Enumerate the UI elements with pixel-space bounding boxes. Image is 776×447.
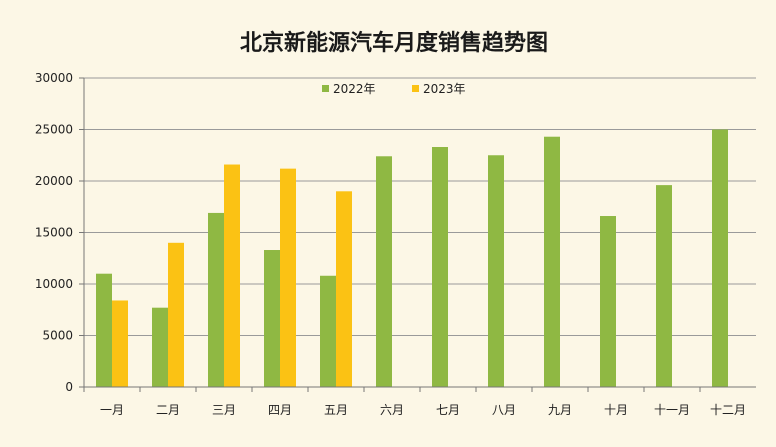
bar-2022年 — [264, 250, 280, 387]
y-tick-label: 10000 — [35, 277, 73, 291]
legend-swatch — [412, 85, 419, 92]
bar-2022年 — [152, 307, 168, 387]
x-tick-label: 八月 — [492, 403, 516, 417]
bar-2022年 — [320, 275, 336, 387]
bar-2022年 — [544, 136, 560, 387]
legend-swatch — [322, 85, 329, 92]
bar-2022年 — [96, 273, 112, 387]
bar-2023年 — [336, 191, 352, 387]
bar-2022年 — [208, 212, 224, 387]
y-tick-label: 15000 — [35, 226, 73, 240]
legend-label: 2022年 — [333, 82, 376, 96]
y-tick-label: 5000 — [42, 329, 73, 343]
gridlines — [84, 77, 756, 336]
chart-title: 北京新能源汽车月度销售趋势图 — [240, 30, 548, 56]
bar-2023年 — [112, 300, 128, 387]
bar-2022年 — [656, 185, 672, 387]
x-tick-label: 三月 — [212, 403, 236, 417]
y-tick-label: 20000 — [35, 174, 73, 188]
bars — [96, 129, 728, 387]
bar-2023年 — [224, 164, 240, 387]
x-tick-label: 二月 — [156, 403, 180, 417]
x-tick-label: 四月 — [268, 403, 292, 417]
bar-2023年 — [280, 168, 296, 387]
x-tick-label: 十二月 — [710, 403, 746, 417]
y-tick-label: 30000 — [35, 71, 73, 85]
legend-label: 2023年 — [423, 82, 466, 96]
x-tick-label: 六月 — [380, 403, 404, 417]
legend: 2022年 2023年 — [322, 82, 466, 96]
y-axis: 0 5000 10000 15000 20000 25000 30000 — [35, 71, 85, 394]
x-tick-label: 一月 — [100, 403, 124, 417]
x-tick-label: 七月 — [436, 403, 460, 417]
bar-2022年 — [488, 155, 504, 387]
x-tick-label: 十月 — [604, 403, 628, 417]
bar-2022年 — [600, 216, 616, 387]
bar-2022年 — [376, 156, 392, 387]
x-tick-label: 五月 — [324, 403, 348, 417]
bar-2023年 — [168, 242, 184, 387]
x-axis: 一月 二月 三月 四月 五月 六月 七月 八月 九月 十月 十一月 十二月 — [83, 386, 756, 417]
bar-2022年 — [432, 147, 448, 387]
bar-2022年 — [712, 129, 728, 387]
x-tick-label: 十一月 — [654, 403, 690, 417]
x-tick-label: 九月 — [548, 403, 572, 417]
y-tick-label: 0 — [65, 380, 73, 394]
y-tick-label: 25000 — [35, 123, 73, 137]
